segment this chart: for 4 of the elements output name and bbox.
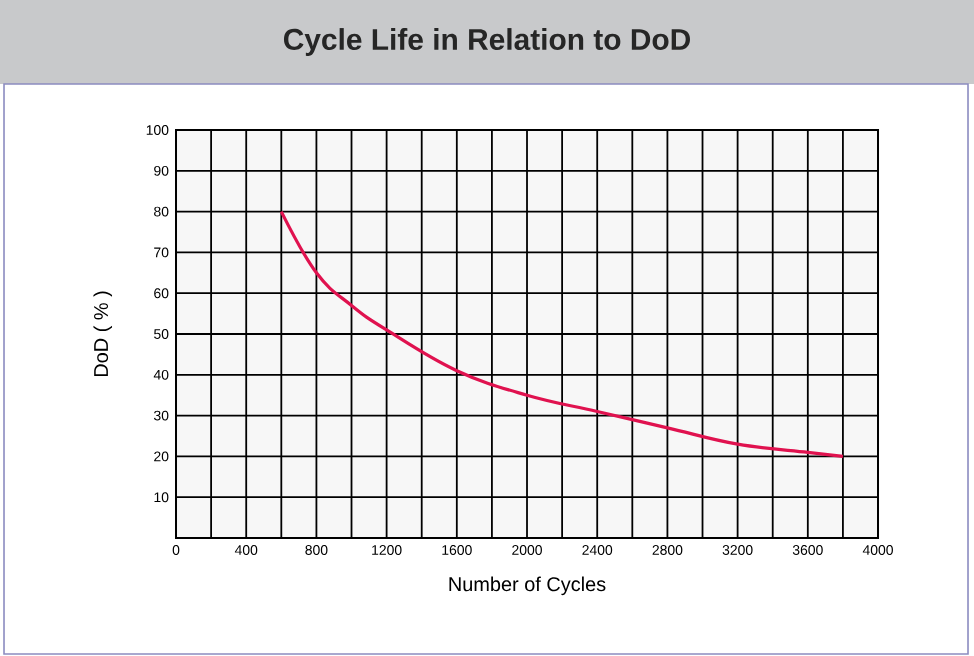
line-series: [279, 210, 845, 458]
x-axis-title: Number of Cycles: [449, 576, 606, 596]
chart-title: Cycle Life in Relation to DoD: [283, 28, 690, 56]
y-axis-title: DoD ( % ): [93, 291, 113, 377]
